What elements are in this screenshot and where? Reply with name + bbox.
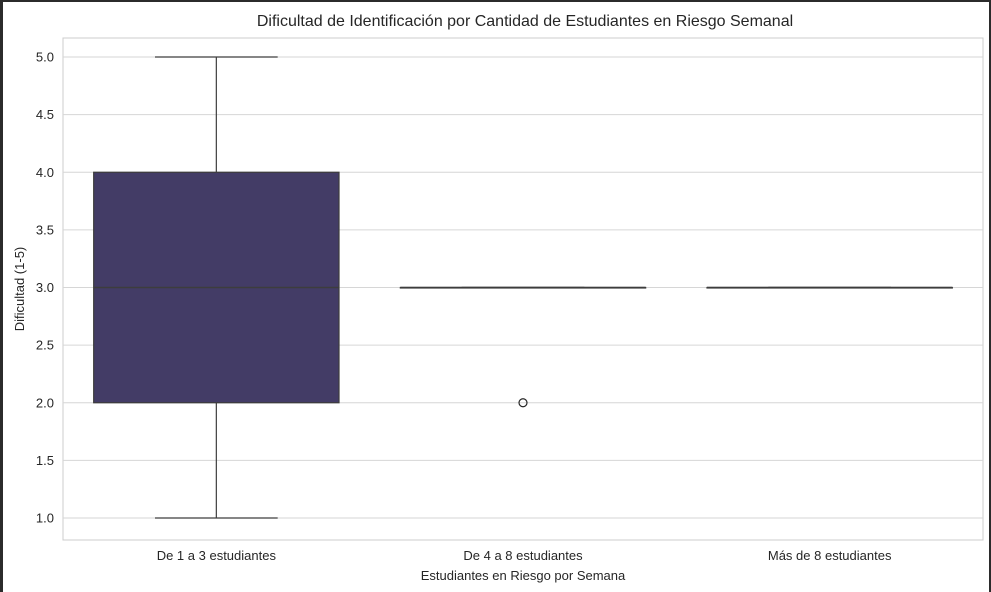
x-axis-ticks: De 1 a 3 estudiantes De 4 a 8 estudiantes…: [157, 548, 892, 563]
y-axis-label: Dificultad (1-5): [12, 247, 27, 332]
y-tick-label: 1.5: [36, 453, 54, 468]
y-tick-label: 1.0: [36, 511, 54, 526]
y-tick-label: 5.0: [36, 50, 54, 65]
y-tick-label: 3.5: [36, 222, 54, 237]
x-tick-label: Más de 8 estudiantes: [768, 548, 892, 563]
box-group: [399, 286, 647, 408]
box-series: [93, 56, 953, 519]
y-tick-label: 2.5: [36, 338, 54, 353]
box-group: [93, 56, 340, 519]
y-tick-label: 4.0: [36, 165, 54, 180]
y-tick-label: 2.0: [36, 395, 54, 410]
x-tick-label: De 4 a 8 estudiantes: [463, 548, 583, 563]
outlier-point: [518, 398, 528, 408]
box-plot-chart: Dificultad de Identificación por Cantida…: [12, 13, 984, 583]
chart-title: Dificultad de Identificación por Cantida…: [257, 13, 793, 30]
y-axis-ticks: 1.0 1.5 2.0 2.5 3.0 3.5 4.0 4.5 5.0: [36, 50, 54, 526]
x-tick-label: De 1 a 3 estudiantes: [157, 548, 277, 563]
y-tick-label: 4.5: [36, 107, 54, 122]
y-tick-label: 3.0: [36, 280, 54, 295]
box-group: [706, 286, 953, 289]
x-axis-label: Estudiantes en Riesgo por Semana: [421, 568, 626, 583]
